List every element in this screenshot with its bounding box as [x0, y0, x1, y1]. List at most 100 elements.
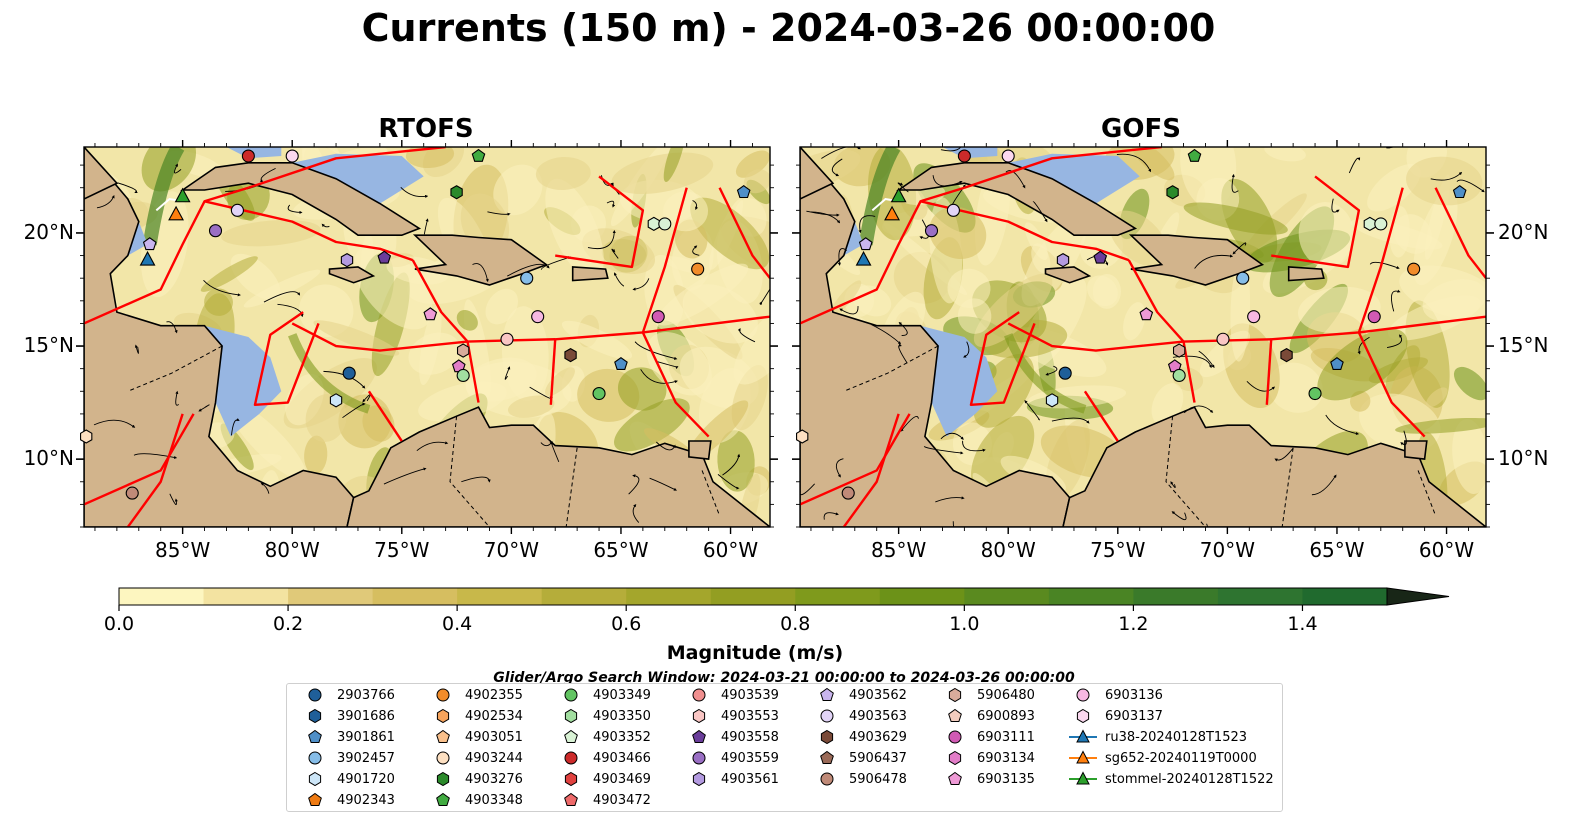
legend-item-label: 4903352 [593, 729, 651, 745]
legend-item: 4903276 [425, 769, 523, 789]
float-marker [1216, 332, 1230, 346]
map-title-rtofs: RTOFS [378, 114, 474, 144]
colorbar [118, 587, 1450, 611]
legend-item-label: 4903561 [721, 771, 779, 787]
float-marker [377, 250, 392, 264]
legend-item: 4903051 [425, 727, 523, 747]
legend-item-label: 4903539 [721, 687, 779, 703]
lat-tick-label-left: 15°N [23, 333, 74, 358]
lon-tick-label: 75°W [374, 538, 430, 562]
legend-marker-icon [436, 792, 450, 806]
float-marker [1280, 347, 1293, 363]
legend-item-label: 5906437 [849, 750, 907, 766]
lon-tick-label: 65°W [1309, 538, 1365, 562]
float-marker [1407, 262, 1421, 276]
colorbar-bin [288, 588, 374, 605]
float-marker [1056, 252, 1070, 268]
lat-tick-label-right: 10°N [1498, 446, 1549, 471]
legend-item: stommel-20240128T1522 [1065, 769, 1274, 789]
legend-marker-icon [308, 729, 322, 743]
legend-item: 4902343 [297, 790, 395, 810]
lon-tick-label: 60°W [1418, 538, 1475, 562]
colorbar-tick-label: 0.6 [611, 613, 642, 635]
float-marker [520, 271, 534, 285]
float-marker [1058, 366, 1072, 380]
legend-marker-icon [564, 751, 578, 765]
figure-title: Currents (150 m) - 2024-03-26 00:00:00 [361, 6, 1216, 50]
legend-item: 6903137 [1065, 706, 1163, 726]
legend-item: 4903629 [809, 727, 907, 747]
lon-tick-label: 80°W [980, 538, 1036, 562]
legend-item: 4903561 [681, 769, 779, 789]
legend-marker-icon [820, 772, 834, 786]
legend-marker-icon [948, 687, 962, 703]
legend-item-label: 6903134 [977, 750, 1035, 766]
float-marker [340, 252, 354, 268]
float-marker [329, 393, 343, 408]
legend-marker-icon [564, 792, 578, 806]
glider-marker [168, 205, 184, 221]
float-marker [1330, 356, 1344, 370]
lon-tick-label: 85°W [155, 538, 211, 562]
legend-marker-icon [692, 688, 706, 702]
float-marker [80, 429, 93, 444]
float-marker [651, 310, 665, 324]
legend-item: 5906437 [809, 748, 907, 768]
legend-marker-icon [308, 751, 322, 765]
rtofs-map [76, 140, 778, 534]
legend-item-label: 4903244 [465, 750, 523, 766]
colorbar-bin [457, 588, 543, 605]
search-window-text: Glider/Argo Search Window: 2024-03-21 00… [493, 670, 1075, 683]
legend-item-label: stommel-20240128T1522 [1105, 771, 1274, 787]
legend-item-label: 4903629 [849, 729, 907, 745]
float-marker [241, 149, 255, 163]
legend-item-label: 4903350 [593, 708, 651, 724]
legend-marker-icon [308, 792, 322, 806]
legend-item: 3901686 [297, 706, 395, 726]
map-title-gofs: GOFS [1101, 114, 1181, 144]
float-marker [1172, 368, 1186, 383]
legend-item: 3901861 [297, 727, 395, 747]
colorbar-bin [626, 588, 712, 605]
legend-item: 6903135 [937, 769, 1035, 789]
legend-item-label: 6900893 [977, 708, 1035, 724]
float-marker [841, 486, 855, 500]
float-marker [456, 343, 470, 358]
legend-item: 4903472 [553, 790, 651, 810]
float-marker [456, 368, 470, 383]
legend-item-label: 4903349 [593, 687, 651, 703]
legend-item-label: 4901720 [337, 771, 395, 787]
legend-item-label: 4902355 [465, 687, 523, 703]
legend-item-label: 4902343 [337, 792, 395, 808]
float-marker [1139, 307, 1154, 321]
legend-marker-icon [820, 750, 834, 764]
float-marker [858, 237, 873, 251]
legend-item-label: sg652-20240119T0000 [1105, 750, 1257, 766]
float-marker [142, 237, 157, 251]
lon-tick-label: 85°W [871, 538, 927, 562]
colorbar-bin [710, 588, 796, 605]
legend-item: 6900893 [937, 706, 1035, 726]
lon-tick-label: 70°W [1199, 538, 1255, 562]
legend-marker-icon [436, 708, 450, 724]
legend-item-label: 2903766 [337, 687, 395, 703]
legend-item-label: 4903553 [721, 708, 779, 724]
legend-item: sg652-20240119T0000 [1065, 748, 1257, 768]
colorbar-extend-arrow [1386, 587, 1450, 606]
legend-item: 4901720 [297, 769, 395, 789]
legend-item: 4903539 [681, 685, 779, 705]
legend-item-label: 6903135 [977, 771, 1035, 787]
legend-marker-icon [692, 771, 706, 787]
legend-item-label: 5906480 [977, 687, 1035, 703]
legend-item: 4902534 [425, 706, 523, 726]
float-marker [592, 386, 606, 401]
legend-marker-icon [1069, 750, 1097, 764]
legend-marker-icon [436, 688, 450, 702]
legend-item: 6903134 [937, 748, 1035, 768]
legend-marker-icon [692, 751, 706, 765]
legend-item-label: 6903137 [1105, 708, 1163, 724]
legend-marker-icon [948, 750, 962, 766]
float-marker [531, 310, 545, 324]
colorbar-bin [1048, 588, 1134, 605]
float-marker [946, 203, 960, 217]
